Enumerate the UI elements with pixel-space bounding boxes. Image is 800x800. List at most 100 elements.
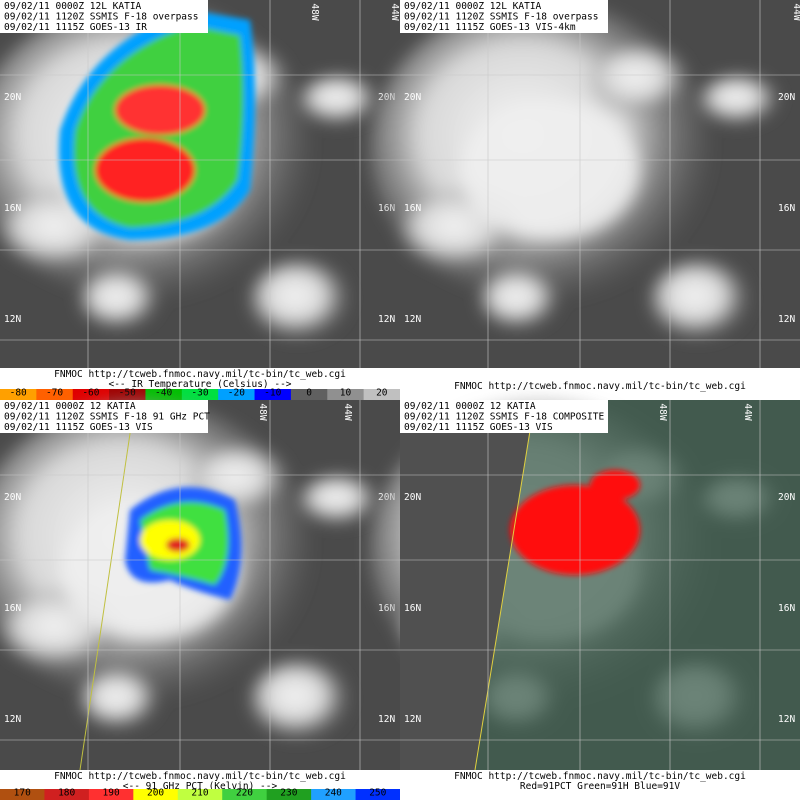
header-line: 09/02/11 1120Z SSMIS F-18 COMPOSITE: [404, 412, 604, 423]
lon-label: 44W: [742, 403, 753, 420]
colorbar-segment: [0, 389, 37, 400]
lat-label: 12N: [4, 714, 21, 725]
header-line: 09/02/11 1115Z GOES-13 VIS: [4, 422, 153, 433]
header-box: [0, 0, 208, 33]
colorbar-label: -20: [228, 388, 245, 399]
composite-red: [510, 470, 640, 575]
lat-label: 16N: [778, 603, 795, 614]
lon-label: 44W: [791, 3, 800, 20]
red-core: [590, 470, 640, 500]
colorbar-label: 190: [103, 788, 120, 799]
lat-label: 16N: [4, 603, 21, 614]
lon-label: 48W: [309, 3, 320, 20]
colorbar-label: -10: [264, 388, 281, 399]
header-box: [400, 0, 608, 33]
lat-label: 12N: [4, 314, 21, 325]
colorbar-segment: [109, 389, 146, 400]
colorbar-segment: [222, 789, 268, 800]
pct-overlay: [125, 487, 242, 600]
colorbar-segment: [311, 789, 357, 800]
colorbar-segment: [0, 789, 45, 800]
footer-strip: [400, 770, 800, 800]
lat-label: 12N: [778, 714, 795, 725]
header-line: 09/02/11 0000Z 12 KATIA: [4, 401, 136, 412]
header-box: [0, 400, 208, 433]
lat-label: 12N: [378, 314, 395, 325]
cloud: [700, 75, 780, 125]
colorbar-label: -70: [46, 388, 63, 399]
lat-label: 16N: [404, 603, 421, 614]
colorbar-segment: [266, 789, 312, 800]
header-line: 09/02/11 1120Z SSMIS F-18 overpass: [404, 12, 598, 23]
colorbar-label: 0: [306, 388, 312, 399]
lat-label: 20N: [778, 92, 795, 103]
footer-line: <-- 91 GHz PCT (Kelvin) -->: [123, 781, 278, 792]
lat-label: 12N: [404, 714, 421, 725]
lon-label: 48W: [257, 403, 268, 420]
cloud: [80, 270, 160, 330]
colorbar-segment: [218, 389, 256, 400]
footer-line: Red=91PCT Green=91H Blue=91V: [520, 781, 680, 792]
cloud: [650, 260, 750, 340]
lat-label: 16N: [778, 203, 795, 214]
ir-overlay: [58, 10, 255, 240]
header-line: 09/02/11 0000Z 12L KATIA: [404, 1, 542, 12]
lat-label: 12N: [378, 714, 395, 725]
colorbar-segment: [254, 389, 292, 400]
lat-label: 16N: [404, 203, 421, 214]
lat-label: 20N: [4, 92, 21, 103]
colorbar-segment: [145, 389, 183, 400]
lon-label: 48W: [657, 403, 668, 420]
colorbar-label: 240: [325, 788, 342, 799]
cloud: [590, 45, 690, 115]
colorbar-label: -50: [119, 388, 136, 399]
red-core: [510, 485, 640, 575]
colorbar-label: 180: [58, 788, 75, 799]
colorbar-label: 200: [147, 788, 164, 799]
header-line: 09/02/11 0000Z 12 KATIA: [404, 401, 536, 412]
header-line: 09/02/11 1115Z GOES-13 VIS: [404, 422, 553, 433]
colorbar-label: 10: [340, 388, 352, 399]
colorbar-label: -80: [10, 388, 27, 399]
cloud: [480, 270, 560, 330]
colorbar-segment: [72, 389, 110, 400]
colorbar-label: -60: [82, 388, 99, 399]
colorbar-label: 250: [369, 788, 386, 799]
footer-line: FNMOC http://tcweb.fnmoc.navy.mil/tc-bin…: [54, 771, 346, 782]
cloud: [300, 75, 380, 125]
cloud: [80, 670, 160, 730]
no-data-wedge: [400, 400, 535, 770]
cloud: [300, 475, 380, 525]
ir-core: [95, 138, 195, 202]
colorbar-label: -30: [191, 388, 208, 399]
header-line: 09/02/11 1115Z GOES-13 IR: [4, 22, 147, 33]
colorbar-segment: [177, 789, 223, 800]
footer-strip: [400, 368, 800, 400]
colorbar-segment: [181, 389, 219, 400]
lon-label: 44W: [389, 3, 400, 20]
header-line: 09/02/11 1120Z SSMIS F-18 overpass: [4, 12, 198, 23]
colorbar-label: 220: [236, 788, 253, 799]
header-line: 09/02/11 1115Z GOES-13 VIS-4km: [404, 22, 576, 33]
header-line: 09/02/11 0000Z 12L KATIA: [4, 1, 142, 12]
header-line: 09/02/11 1120Z SSMIS F-18 91 GHz PCT: [4, 412, 210, 423]
colorbar-segment: [44, 789, 90, 800]
pct-core: [166, 538, 190, 552]
colorbar-label: 170: [14, 788, 31, 799]
cloud: [250, 660, 350, 740]
colorbar-segment: [133, 789, 179, 800]
colorbar-label: 20: [376, 388, 388, 399]
colorbar-segment: [88, 789, 134, 800]
lon-label: 44W: [342, 403, 353, 420]
colorbar-segment: [363, 389, 401, 400]
colorbar-segment: [355, 789, 401, 800]
colorbar-label: -40: [155, 388, 172, 399]
colorbar-segment: [290, 389, 328, 400]
swath-edge: [474, 399, 536, 771]
